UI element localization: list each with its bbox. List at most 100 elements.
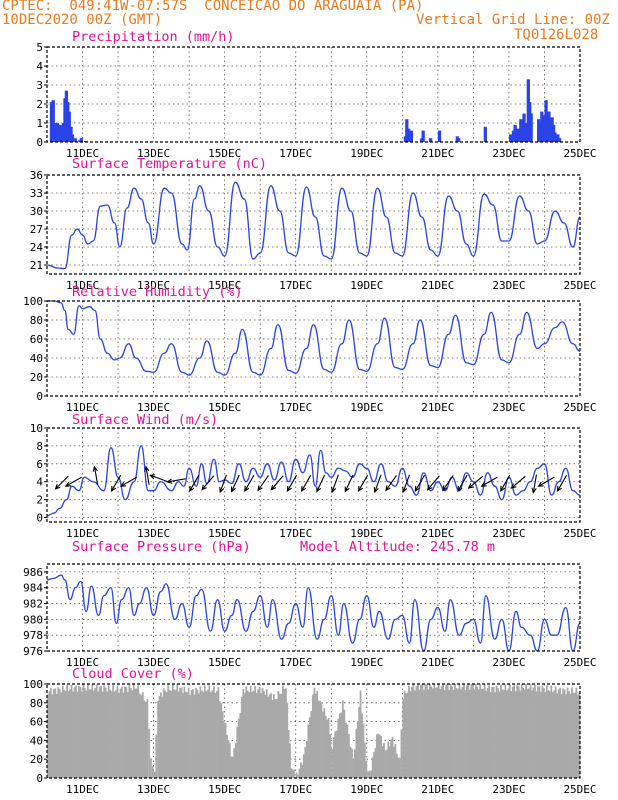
cloud-bar xyxy=(352,758,355,778)
cloud-bar xyxy=(283,688,286,778)
wind-arrow xyxy=(500,474,511,492)
wind-arrow xyxy=(93,466,99,485)
cloud-bar xyxy=(437,684,440,778)
cloud-bar xyxy=(358,706,361,778)
wind-arrow xyxy=(270,475,284,491)
wind-arrow-head xyxy=(373,486,379,494)
cloud-bar xyxy=(504,684,507,778)
cloud-bar xyxy=(476,686,479,778)
wind-arrow-head xyxy=(402,486,408,494)
y-tick-label: 2 xyxy=(36,98,43,111)
cloud-bar xyxy=(363,742,366,778)
cloud-bar xyxy=(517,686,520,778)
precip-bar xyxy=(553,132,557,142)
cloud-bar xyxy=(492,686,495,778)
wind-arrow-head xyxy=(344,486,350,493)
precip-bar xyxy=(511,130,516,142)
cloud-bar xyxy=(338,713,341,778)
cloud-bar xyxy=(132,684,135,778)
x-tick-label: 19DEC xyxy=(350,656,383,669)
wind-arrow xyxy=(457,474,468,492)
cloud-bar xyxy=(385,749,388,778)
wind-arrow-head xyxy=(230,486,236,493)
y-tick-label: 3 xyxy=(36,79,43,92)
wind-arrow-head xyxy=(189,485,195,493)
cloud-bar xyxy=(234,742,237,778)
cloud-bar xyxy=(75,685,77,778)
y-tick-label: 36 xyxy=(30,169,43,182)
x-tick-label: 21DEC xyxy=(421,147,454,160)
cloud-bar xyxy=(391,736,394,778)
cloud-bar xyxy=(224,722,227,778)
wind-arrow xyxy=(219,474,227,493)
cloud-bar xyxy=(67,690,70,778)
panel-title: Surface Pressure (hPa) xyxy=(72,539,251,555)
cloud-bar xyxy=(177,691,180,778)
panel-frame xyxy=(46,46,581,143)
wind-arrow xyxy=(385,475,397,491)
wind-arrow-head xyxy=(500,485,506,493)
x-tick-label: 17DEC xyxy=(279,147,312,160)
wind-arrow xyxy=(301,474,312,492)
cloud-bar xyxy=(122,692,125,778)
wind-arrow-head xyxy=(556,485,562,493)
wind-arrow xyxy=(286,474,298,492)
wind-arrow xyxy=(427,475,440,491)
cloud-bar xyxy=(95,684,98,778)
cloud-bar xyxy=(344,722,347,778)
cloud-bar xyxy=(137,685,140,778)
cloud-bar xyxy=(128,684,131,778)
cloud-bar xyxy=(370,770,373,778)
cloud-bar xyxy=(115,690,117,778)
cloud-bar xyxy=(112,685,114,778)
cloud-bar xyxy=(532,687,535,778)
x-tick-label: 21DEC xyxy=(421,401,454,414)
cloud-bar xyxy=(448,690,451,778)
cloud-bar xyxy=(483,684,486,778)
wind-arrow-head xyxy=(442,485,448,492)
cloud-bar xyxy=(164,690,167,778)
cloud-bar xyxy=(78,685,80,778)
cloud-bar xyxy=(560,694,563,778)
cloud-bar xyxy=(161,696,164,778)
cloud-bar xyxy=(562,688,565,778)
cloud-bar xyxy=(252,690,255,778)
y-tick-label: 100 xyxy=(23,295,43,308)
cloud-bar xyxy=(526,688,529,778)
cloud-bar xyxy=(291,769,294,778)
x-tick-label: 19DEC xyxy=(350,783,383,796)
wind-arrow-head xyxy=(331,486,337,494)
cloud-bar xyxy=(449,684,452,778)
cloud-bar xyxy=(237,718,240,778)
y-tick-label: 24 xyxy=(30,241,44,254)
x-tick-label: 17DEC xyxy=(279,401,312,414)
wind-arrow-head xyxy=(301,485,307,493)
cloud-bar xyxy=(473,689,476,778)
cloud-bar xyxy=(168,689,171,778)
cloud-bar xyxy=(189,695,191,778)
cloud-bar xyxy=(125,687,128,778)
panel-title: Relative Humidity (%) xyxy=(72,284,243,300)
cloud-bar xyxy=(550,685,553,778)
wind-arrow xyxy=(481,476,498,487)
cloud-bar xyxy=(183,686,186,778)
y-tick-label: 40 xyxy=(30,734,43,747)
cloud-bar xyxy=(480,689,483,778)
x-tick-label: 11DEC xyxy=(66,147,99,160)
x-tick-label: 23DEC xyxy=(492,147,525,160)
x-tick-label: 19DEC xyxy=(350,527,383,540)
wind-arrow xyxy=(145,466,150,485)
precip-bar xyxy=(513,124,517,142)
cloud-bar xyxy=(123,686,126,778)
cloud-bar xyxy=(218,701,221,778)
cloud-bar xyxy=(460,689,462,778)
cloud-bar xyxy=(298,768,301,778)
cloud-bar xyxy=(271,700,274,778)
cloud-bar xyxy=(203,685,206,778)
cloud-bar xyxy=(387,741,390,778)
cloud-bar xyxy=(254,686,257,778)
cloud-bar xyxy=(282,685,284,778)
panel-frame xyxy=(46,174,581,275)
y-tick-label: 30 xyxy=(30,205,43,218)
cloud-bar xyxy=(58,689,61,778)
